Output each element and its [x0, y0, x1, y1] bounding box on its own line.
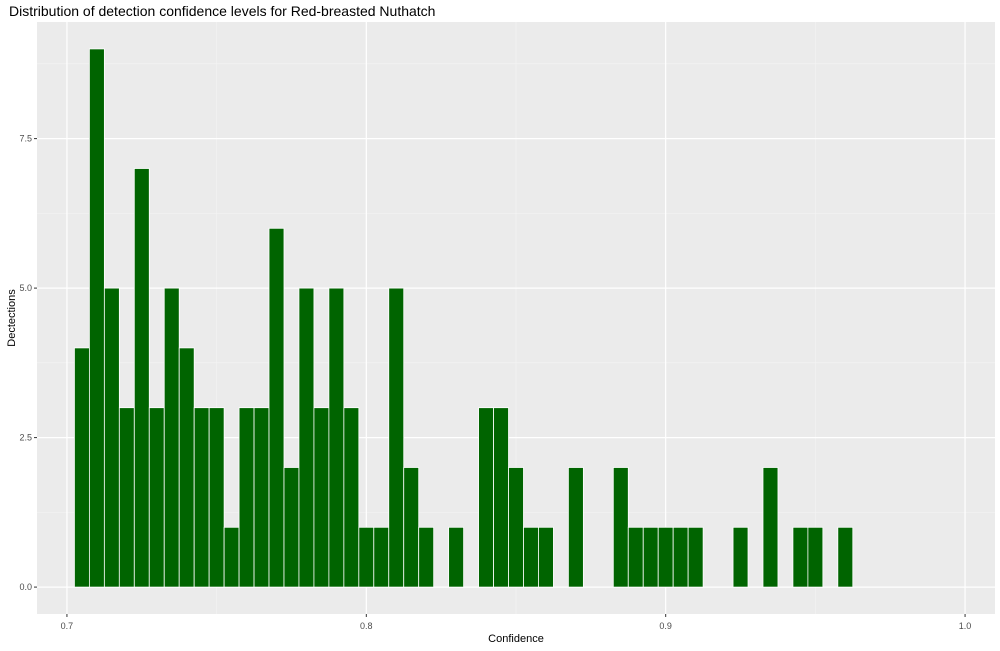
histogram-bar [343, 407, 360, 588]
y-tick-label: 5.0 [19, 283, 32, 293]
histogram-bar [523, 526, 539, 588]
histogram-bar [448, 526, 465, 588]
histogram-bar [762, 467, 779, 588]
histogram-bar [163, 287, 180, 588]
histogram-bar [672, 526, 689, 588]
histogram-bar [388, 287, 405, 588]
x-tick-label: 0.7 [61, 621, 74, 631]
histogram-bar [807, 526, 824, 588]
y-tick-label: 0.0 [19, 582, 32, 592]
histogram-bar [403, 467, 420, 588]
x-axis: 0.7 0.8 0.9 1.0 [61, 614, 972, 631]
histogram-bar [418, 526, 435, 588]
histogram-bar [208, 407, 225, 588]
histogram-bar [612, 467, 629, 588]
y-axis: 0.0 2.5 5.0 7.5 [19, 134, 37, 592]
histogram-bar [74, 347, 90, 588]
histogram-bar [283, 467, 300, 588]
histogram-bar [837, 526, 854, 588]
x-tick-label: 0.9 [659, 621, 672, 631]
histogram-bar [567, 467, 584, 588]
histogram-bar [313, 407, 330, 588]
histogram-bar [508, 467, 524, 588]
histogram-bar [268, 227, 285, 588]
histogram-bar [253, 407, 270, 588]
histogram-bar [358, 526, 375, 588]
histogram-bar [792, 526, 809, 588]
histogram-bar [88, 48, 105, 588]
histogram-bar [657, 526, 674, 588]
histogram-bar [328, 287, 345, 588]
histogram-bar [298, 287, 315, 588]
histogram-bar [538, 526, 554, 588]
histogram-bar [732, 526, 749, 588]
histogram-bar [687, 526, 704, 588]
histogram-bar [493, 407, 509, 588]
histogram-bar [148, 407, 165, 588]
bars [74, 48, 854, 588]
histogram-bar [193, 407, 210, 588]
x-tick-label: 1.0 [959, 621, 972, 631]
histogram-bar [478, 407, 494, 588]
histogram-bar [223, 526, 240, 588]
y-tick-label: 2.5 [19, 433, 32, 443]
histogram-bar [178, 347, 195, 588]
histogram-bar [133, 168, 150, 588]
x-tick-label: 0.8 [360, 621, 373, 631]
histogram-bar [373, 526, 390, 588]
histogram-bar [103, 287, 120, 588]
histogram-bar [238, 407, 255, 588]
histogram-bar [627, 526, 644, 588]
x-axis-title: Confidence [488, 633, 544, 645]
y-axis-title: Dectections [6, 289, 18, 347]
histogram-bar [118, 407, 135, 588]
y-tick-label: 7.5 [19, 134, 32, 144]
histogram-bar [642, 526, 659, 588]
chart-title: Distribution of detection confidence lev… [9, 3, 436, 19]
